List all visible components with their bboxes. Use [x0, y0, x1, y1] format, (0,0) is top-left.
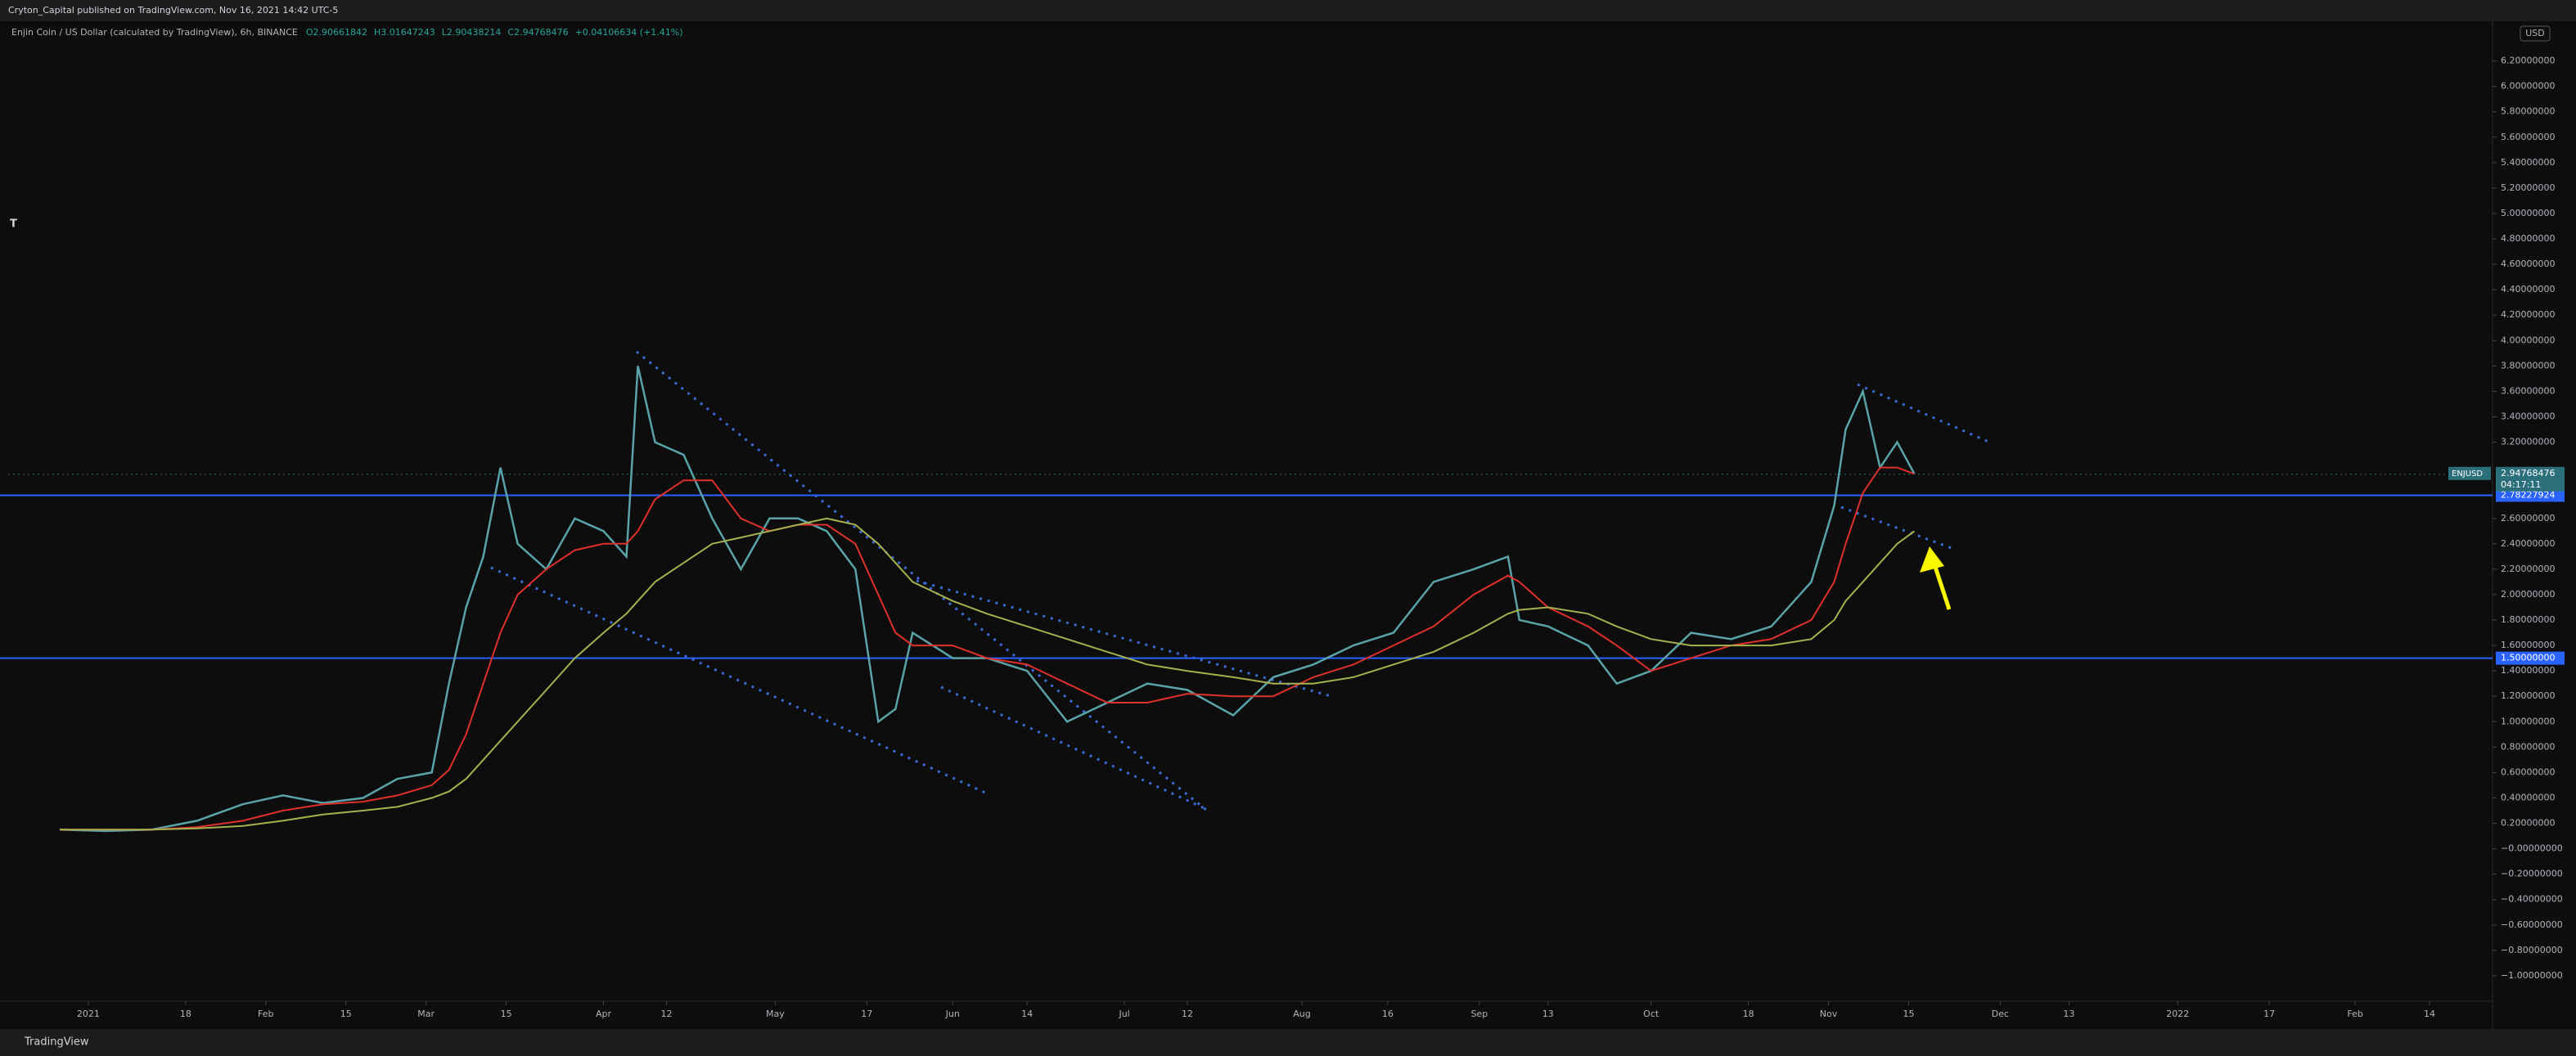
y-tick-label: 2.00000000 [2501, 589, 2555, 600]
x-tick-label: Nov [1820, 1009, 1838, 1019]
y-tick-label: 1.00000000 [2501, 716, 2555, 726]
y-tick-label: 2.20000000 [2501, 564, 2555, 574]
y-tick-label: −1.00000000 [2501, 970, 2563, 981]
x-tick-label: Feb [258, 1009, 273, 1019]
y-tick-label: 0.60000000 [2501, 766, 2555, 777]
x-tick-label: Jun [945, 1009, 960, 1019]
y-tick-label: −0.80000000 [2501, 945, 2563, 955]
last-price-label: 2.94768476 [2501, 468, 2555, 479]
x-tick-label: 2021 [77, 1009, 100, 1019]
ohlc-value: +0.04106634 (+1.41%) [575, 27, 683, 38]
ohlc-value: L2.90438214 [442, 27, 502, 38]
y-tick-label: 0.40000000 [2501, 792, 2555, 802]
x-tick-label: 17 [2263, 1009, 2275, 1019]
y-tick-label: 3.60000000 [2501, 385, 2555, 396]
x-tick-label: 15 [501, 1009, 512, 1019]
y-tick-label: 4.60000000 [2501, 258, 2555, 269]
y-tick-label: 3.20000000 [2501, 437, 2555, 447]
trendline [490, 566, 988, 795]
price-label-box [2496, 488, 2565, 502]
x-tick-label: 12 [660, 1009, 672, 1019]
y-tick-label: −0.00000000 [2501, 843, 2563, 854]
y-tick-label: 1.20000000 [2501, 690, 2555, 701]
x-tick-label: 15 [1903, 1009, 1914, 1019]
y-tick-label: 0.80000000 [2501, 741, 2555, 752]
arrow-head [1920, 546, 1944, 573]
y-tick-label: 6.00000000 [2501, 81, 2555, 92]
trendlines [490, 350, 1989, 811]
y-tick-label: 2.40000000 [2501, 538, 2555, 549]
last-price-box [2496, 466, 2565, 492]
publisher: Cryton_Capital published on TradingView.… [8, 5, 338, 16]
series-line [60, 517, 1916, 831]
y-tick-label: 5.40000000 [2501, 157, 2555, 168]
price-label: 1.50000000 [2501, 653, 2555, 663]
scale-button[interactable] [2520, 25, 2551, 42]
scale-label[interactable]: USD [2525, 28, 2545, 38]
series-line [60, 466, 1915, 831]
x-tick-label: Apr [596, 1009, 612, 1019]
y-tick-label: 5.20000000 [2501, 182, 2555, 193]
x-tick-label: 12 [1182, 1009, 1193, 1019]
price-label-box [2496, 651, 2565, 665]
price-label: 2.78227924 [2501, 489, 2555, 500]
x-tick-label: 13 [2063, 1009, 2074, 1019]
arrow [1920, 546, 1952, 610]
x-tick-label: 16 [1382, 1009, 1394, 1019]
y-tick-label: 0.20000000 [2501, 818, 2555, 829]
ohlc-value: O2.90661842 [306, 27, 367, 38]
y-tick-label: 2.60000000 [2501, 513, 2555, 524]
brand: TradingView [24, 1036, 89, 1049]
ohlc-value: H3.01647243 [374, 27, 435, 38]
trendline [916, 579, 1335, 699]
x-tick-label: Aug [1293, 1009, 1310, 1019]
header-bar [0, 0, 2576, 21]
y-tick-label: 4.80000000 [2501, 233, 2555, 244]
y-tick-label: 5.80000000 [2501, 106, 2555, 117]
x-tick-label: 14 [2424, 1009, 2435, 1019]
y-tick-label: 4.40000000 [2501, 284, 2555, 294]
x-tick-label: 18 [180, 1009, 191, 1019]
y-tick-label: 5.00000000 [2501, 208, 2555, 218]
ohlc-value: C2.94768476 [507, 27, 568, 38]
x-tick-label: 13 [1542, 1009, 1554, 1019]
y-tick-label: 1.80000000 [2501, 614, 2555, 625]
y-tick-label: −0.40000000 [2501, 894, 2563, 905]
x-tick-label: May [766, 1009, 785, 1019]
y-tick-label: −0.60000000 [2501, 919, 2563, 930]
footer-bar [0, 1029, 2576, 1056]
y-tick-label: 5.60000000 [2501, 132, 2555, 142]
x-tick-label: Dec [1992, 1009, 2009, 1019]
x-tick-label: 2022 [2166, 1009, 2189, 1019]
y-tick-label: 6.20000000 [2501, 56, 2555, 66]
x-tick-label: Oct [1643, 1009, 1660, 1019]
y-tick-label: 4.00000000 [2501, 335, 2555, 345]
arrow-shaft [1932, 564, 1952, 610]
y-tick-label: 1.40000000 [2501, 665, 2555, 676]
brand-logo: T [10, 218, 17, 231]
x-tick-label: 14 [1021, 1009, 1033, 1019]
symbol-box [2448, 466, 2491, 480]
y-tick-label: 3.80000000 [2501, 360, 2555, 371]
symbol-label: ENJUSD [2452, 470, 2483, 479]
x-tick-label: 15 [340, 1009, 352, 1019]
y-tick-label: 4.20000000 [2501, 309, 2555, 320]
countdown: 04:17:11 [2501, 479, 2541, 490]
x-tick-label: Jul [1118, 1009, 1129, 1019]
chart-title: Enjin Coin / US Dollar (calculated by Tr… [11, 27, 298, 38]
x-tick-label: Sep [1470, 1009, 1488, 1019]
x-tick-label: Feb [2347, 1009, 2362, 1019]
y-tick-label: 3.40000000 [2501, 411, 2555, 422]
y-tick-label: 1.60000000 [2501, 640, 2555, 650]
y-tick-label: −0.20000000 [2501, 869, 2563, 879]
x-tick-label: 18 [1743, 1009, 1754, 1019]
x-tick-label: 17 [861, 1009, 872, 1019]
x-tick-label: Mar [417, 1009, 435, 1019]
